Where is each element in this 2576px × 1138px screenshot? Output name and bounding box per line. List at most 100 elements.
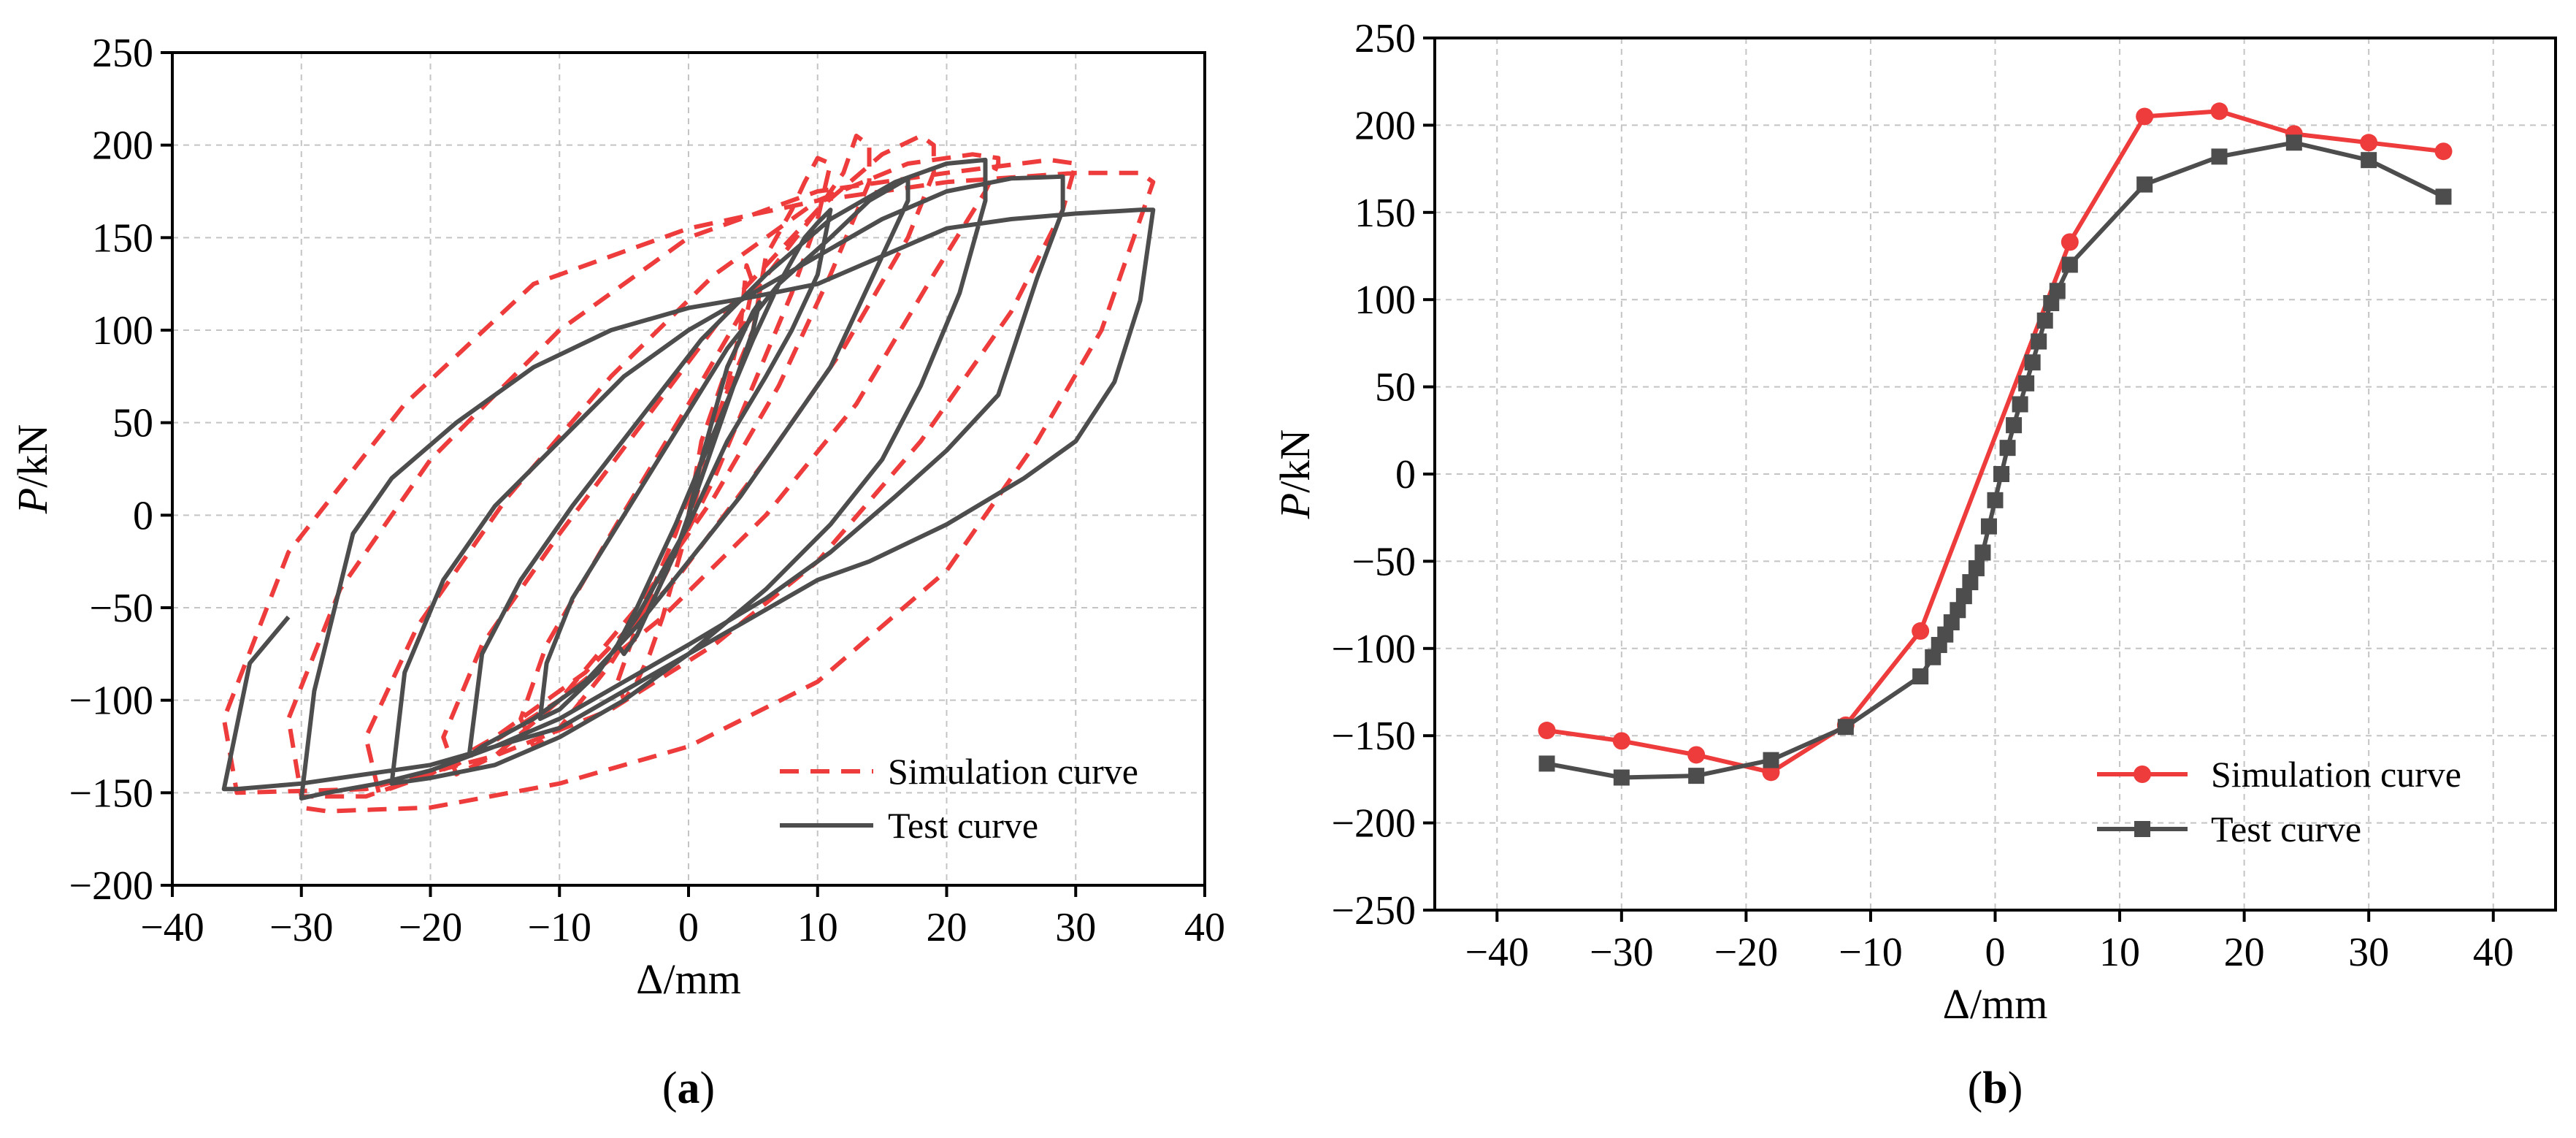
test-data-point: [1955, 588, 1972, 605]
y-tick-label: 150: [92, 215, 153, 261]
y-tick-label: 100: [1354, 278, 1416, 323]
x-tick-label: −10: [1839, 930, 1903, 975]
panel-a-series: [221, 134, 1156, 814]
x-tick-label: −40: [1465, 930, 1529, 975]
test-data-point: [1993, 466, 2010, 482]
test-data-point: [1912, 668, 1929, 685]
x-tick-label: 0: [1985, 930, 2006, 975]
panel-a-caption-letter: a: [678, 1063, 700, 1113]
simulation-data-point: [2136, 107, 2154, 126]
test-data-point: [2049, 283, 2066, 299]
y-tick-label: 200: [1354, 103, 1416, 148]
simulation-data-point: [2360, 134, 2378, 152]
test-data-point: [1950, 602, 1966, 619]
x-tick-label: 10: [2099, 930, 2140, 975]
panel-b-legend: Simulation curve Test curve: [2097, 754, 2461, 849]
x-tick-label: 40: [1184, 905, 1225, 950]
simulation-data-point: [2434, 142, 2453, 161]
test-data-point: [1937, 626, 1954, 643]
x-tick-label: −20: [1714, 930, 1779, 975]
test-data-point: [2006, 417, 2023, 434]
panel-b-y-axis-label-symbol: P: [1271, 493, 1319, 519]
y-tick-label: −50: [1352, 539, 1416, 584]
y-tick-label: 0: [133, 493, 153, 538]
test-data-point: [2024, 354, 2041, 371]
y-tick-label: 250: [1354, 16, 1416, 61]
y-tick-label: −200: [1331, 801, 1416, 847]
x-tick-label: 10: [797, 905, 838, 950]
panel-b-legend-simulation-label: Simulation curve: [2211, 754, 2461, 795]
simulation-data-point: [1538, 722, 1556, 740]
test-data-point: [1763, 752, 1779, 768]
test-data-point: [1999, 440, 2016, 457]
panel-a-caption: (a): [662, 1063, 715, 1113]
legend-simulation-marker: [2134, 765, 2151, 783]
x-tick-label: −10: [527, 905, 591, 950]
test-data-point: [1613, 769, 1630, 786]
y-tick-label: 100: [92, 308, 153, 354]
panel-b-y-axis-label: P/kN: [1271, 429, 1319, 519]
test-data-point: [1943, 614, 1960, 630]
test-data-point: [1688, 768, 1705, 784]
panel-b: −40 −30 −20 −10 0 10 20 30 40−250−200−150−100−50…: [1271, 16, 2557, 1113]
x-tick-label: 0: [678, 905, 699, 950]
test-data-point: [1538, 755, 1555, 772]
simulation-data-point: [1912, 622, 1930, 640]
panel-b-legend-test-label: Test curve: [2211, 809, 2361, 849]
y-tick-label: −150: [1331, 714, 1416, 759]
simulation-data-point: [1612, 732, 1630, 750]
simulation-data-point: [1687, 746, 1706, 764]
y-tick-label: 50: [112, 401, 153, 446]
test-data-point: [2043, 294, 2060, 311]
y-tick-label: −100: [1331, 627, 1416, 672]
series-line-test: [221, 157, 1156, 801]
test-data-point: [2211, 148, 2228, 165]
x-tick-label: −40: [140, 905, 204, 950]
x-tick-label: −30: [269, 905, 334, 950]
panel-a-legend: Simulation curve Test curve: [780, 751, 1138, 846]
test-data-point: [2012, 396, 2028, 413]
panel-b-grid: [1435, 38, 2556, 910]
panel-a-ticks: [161, 51, 1206, 897]
y-tick-label: −50: [89, 586, 153, 631]
y-tick-label: −150: [69, 771, 153, 816]
panel-b-tick-labels: −40 −30 −20 −10 0 10 20 30 40−250−200−150−100−50…: [1331, 16, 2513, 975]
y-tick-label: 150: [1354, 191, 1416, 236]
series-line-simulation: [221, 134, 1156, 814]
panel-a-y-axis-label: P/kN: [9, 424, 56, 514]
test-data-point: [2435, 188, 2452, 205]
test-data-point: [1925, 649, 1941, 665]
y-tick-label: −100: [69, 679, 153, 724]
panel-b-y-axis-label-unit: /kN: [1271, 429, 1319, 493]
y-tick-label: −200: [69, 863, 153, 909]
simulation-data-point: [2210, 102, 2228, 121]
x-tick-label: 30: [1055, 905, 1096, 950]
simulation-data-point: [2061, 233, 2079, 251]
test-data-point: [1980, 518, 1997, 535]
x-tick-label: 30: [2348, 930, 2389, 975]
panel-b-x-axis-label: Δ/mm: [1943, 980, 2048, 1028]
test-data-point: [1974, 544, 1991, 561]
panel-a-x-axis-label: Δ/mm: [636, 955, 741, 1003]
x-tick-label: 20: [927, 905, 967, 950]
y-tick-label: 200: [92, 123, 153, 169]
panel-a-legend-test-label: Test curve: [888, 805, 1038, 846]
panel-a-legend-simulation-label: Simulation curve: [888, 751, 1138, 792]
panel-b-series: [1538, 102, 2453, 786]
x-tick-label: −20: [399, 905, 463, 950]
test-data-point: [2036, 312, 2053, 329]
x-tick-label: 20: [2224, 930, 2265, 975]
test-data-point: [1837, 719, 1854, 736]
panel-b-ticks: [1423, 37, 2495, 922]
test-data-point: [2031, 333, 2047, 350]
test-data-point: [2061, 256, 2078, 273]
panel-a-y-axis-label-unit: /kN: [9, 424, 56, 488]
panel-b-caption-letter: b: [1982, 1063, 2007, 1113]
test-data-point: [2018, 375, 2035, 392]
x-tick-label: 40: [2473, 930, 2514, 975]
panel-b-legend-test-swatch: [2097, 821, 2188, 837]
x-tick-label: −30: [1590, 930, 1654, 975]
test-data-point: [1987, 492, 2004, 508]
panel-b-legend-simulation-swatch: [2097, 765, 2188, 783]
